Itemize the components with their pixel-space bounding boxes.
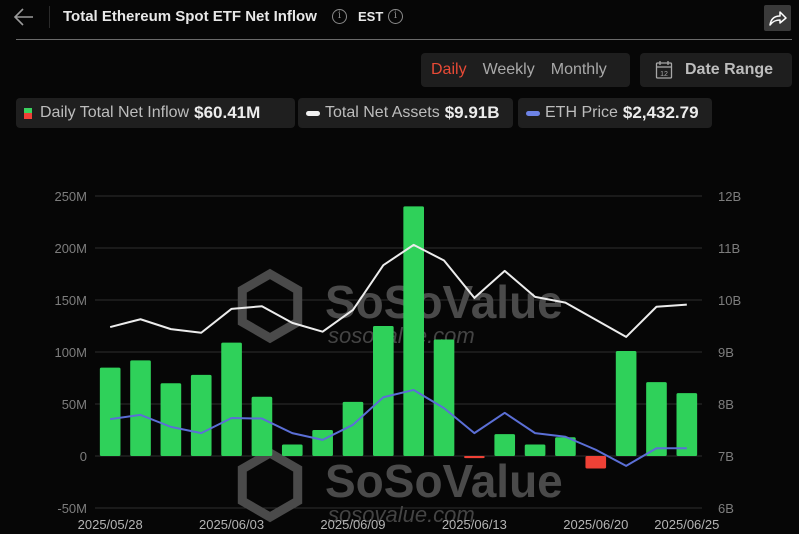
- legend-net-assets[interactable]: Total Net Assets $9.91B: [298, 98, 513, 128]
- inflow-bar: [251, 396, 273, 456]
- timezone-label: EST: [358, 9, 384, 24]
- y-tick-right: 6B: [718, 501, 734, 516]
- y-tick-left: 50M: [62, 397, 87, 412]
- tab-weekly[interactable]: Weekly: [482, 61, 535, 78]
- inflow-bar: [160, 383, 182, 456]
- y-tick-right: 8B: [718, 397, 734, 412]
- x-tick-label: 2025/06/13: [442, 517, 507, 532]
- header-divider: [49, 6, 50, 28]
- header: Total Ethereum Spot ETF Net Inflow i EST…: [0, 0, 799, 38]
- inflow-bar: [190, 374, 212, 456]
- arrow-left-icon: [13, 8, 33, 26]
- inflow-bar: [585, 456, 607, 469]
- svg-text:sosovalue.com: sosovalue.com: [328, 502, 475, 527]
- y-tick-right: 11B: [718, 241, 740, 256]
- legend-value: $60.41M: [194, 103, 261, 122]
- x-tick-label: 2025/06/25: [654, 517, 719, 532]
- header-divider-line: [16, 39, 792, 40]
- inflow-bar: [281, 444, 303, 456]
- tab-monthly[interactable]: Monthly: [550, 61, 607, 78]
- y-tick-left: 150M: [54, 293, 87, 308]
- back-button[interactable]: [12, 6, 36, 28]
- x-tick-label: 2025/06/03: [199, 517, 264, 532]
- x-tick-label: 2025/06/20: [563, 517, 628, 532]
- eth-price-line: [110, 388, 687, 467]
- bar-swatch-icon: [24, 107, 32, 119]
- inflow-bar: [555, 437, 576, 456]
- legend-value: $2,432.79: [622, 103, 699, 122]
- inflow-bar: [221, 342, 242, 456]
- legend-label: Total Net Assets: [325, 104, 440, 121]
- combo-chart: -50M 0 50M 100M 150M 200M 250M 6B 7B 8B 9B 10B 11B 12…: [54, 189, 741, 532]
- y-tick-left: 250M: [54, 189, 87, 204]
- svg-text:SoSoValue: SoSoValue: [325, 276, 563, 328]
- svg-text:SoSoValue: SoSoValue: [325, 455, 563, 507]
- share-button[interactable]: [764, 5, 791, 31]
- inflow-bar: [646, 382, 667, 456]
- y-tick-right: 7B: [718, 449, 734, 464]
- inflow-bar: [403, 206, 424, 456]
- info-icon[interactable]: i: [332, 9, 347, 24]
- y-tick-left: 200M: [54, 241, 87, 256]
- page-title: Total Ethereum Spot ETF Net Inflow: [63, 8, 317, 25]
- y-tick-right: 12B: [718, 189, 741, 204]
- y-tick-right: 9B: [718, 345, 734, 360]
- tab-daily[interactable]: Daily: [431, 61, 467, 78]
- line-swatch-icon: [306, 110, 320, 116]
- inflow-bar: [615, 350, 637, 456]
- inflow-bar: [433, 339, 455, 456]
- inflow-bar: [342, 401, 364, 456]
- share-icon: [768, 11, 787, 26]
- y-tick-left: 100M: [54, 345, 87, 360]
- legend-value: $9.91B: [444, 103, 500, 122]
- inflow-bar: [524, 444, 546, 456]
- legend-label: Daily Total Net Inflow: [40, 104, 190, 121]
- x-tick-label: 2025/05/28: [78, 517, 143, 532]
- x-tick-label: 2025/06/09: [320, 517, 385, 532]
- net-assets-line: [109, 243, 687, 338]
- legend-label: ETH Price: [545, 104, 618, 121]
- chart-area[interactable]: -50M 0 50M 100M 150M 200M 250M 6B 7B 8B 9B 10B 11B 12…: [0, 180, 799, 534]
- y-tick-right: 10B: [718, 293, 741, 308]
- inflow-bar: [676, 393, 698, 456]
- inflow-bar: [99, 367, 121, 456]
- y-tick-left: -50M: [57, 501, 87, 516]
- legend-eth-price[interactable]: ETH Price $2,432.79: [518, 98, 712, 128]
- timezone-info-icon[interactable]: i: [388, 9, 403, 24]
- period-tabs: Daily Weekly Monthly: [421, 53, 630, 87]
- inflow-bar: [130, 360, 151, 456]
- y-tick-left: 0: [80, 449, 87, 464]
- svg-text:12: 12: [660, 71, 668, 78]
- inflow-bar: [464, 456, 485, 459]
- line-swatch-icon: [526, 110, 540, 116]
- legend-net-inflow[interactable]: Daily Total Net Inflow $60.41M: [16, 98, 295, 128]
- inflow-bar: [373, 326, 394, 456]
- date-range-button[interactable]: 12 Date Range: [640, 53, 792, 87]
- inflow-bar: [494, 434, 516, 456]
- inflow-bar: [312, 430, 333, 456]
- date-range-label: Date Range: [685, 61, 774, 78]
- calendar-icon: 12: [655, 61, 673, 79]
